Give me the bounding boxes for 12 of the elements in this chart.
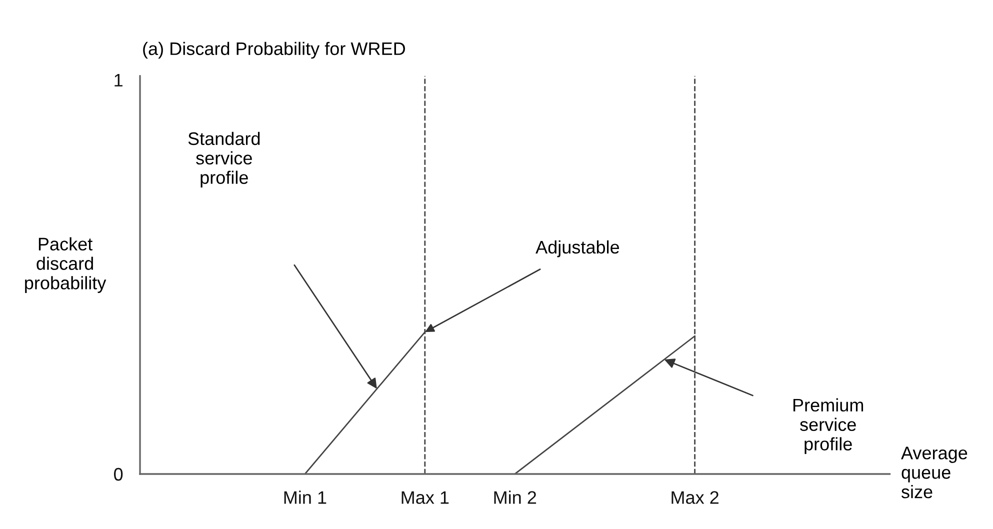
annotation: Adjustable	[536, 240, 620, 258]
x-tick-label: Min 2	[494, 490, 536, 504]
annotation: Premium service profile	[793, 398, 864, 454]
x-tick-label: Max 2	[672, 491, 718, 504]
x-tick-label: Min 1	[284, 490, 326, 504]
x-axis-title: Average queue size	[901, 446, 968, 498]
x-tick-label: Max 1	[402, 491, 449, 504]
y-tick-label: 0	[114, 468, 123, 481]
y-tick-label: 1	[114, 74, 122, 86]
annotation: Standard service profile	[188, 132, 260, 188]
y-axis-title: Packet discard probability	[25, 237, 106, 293]
chart-title: (a) Discard Probability for WRED	[143, 42, 406, 59]
